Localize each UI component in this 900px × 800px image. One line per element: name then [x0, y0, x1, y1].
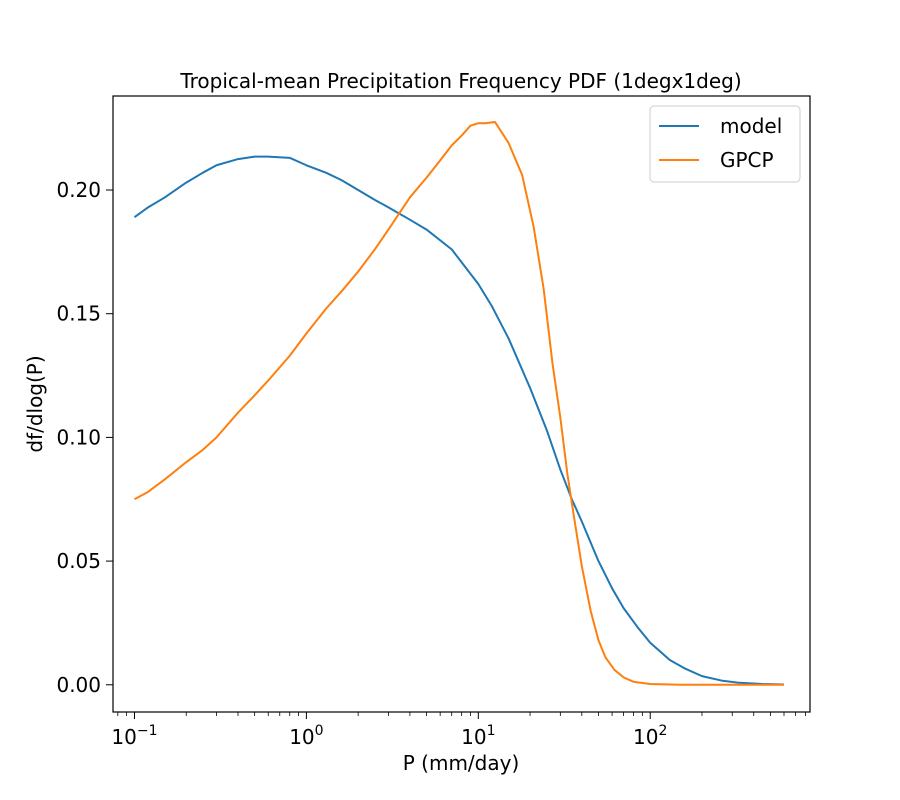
- y-tick-label: 0.05: [56, 549, 101, 573]
- legend: model GPCP: [649, 105, 801, 183]
- y-tick-label: 0.20: [56, 178, 101, 202]
- y-tick-label: 0.10: [56, 425, 101, 449]
- series-line-gpcp: [134, 120, 784, 686]
- y-axis-ticks: 0.00 0.05 0.10 0.15 0.20: [56, 178, 113, 697]
- series-layer: [133, 120, 785, 686]
- chart-title: Tropical-mean Precipitation Frequency PD…: [179, 69, 741, 93]
- y-axis-label: df/dlog(P): [23, 355, 47, 452]
- plot-area: 10−1 100 101 102 0.00 0.05 0.10 0.15 0.20: [56, 95, 811, 749]
- x-tick-label: 100: [289, 723, 323, 749]
- x-tick-label: 102: [633, 723, 667, 749]
- x-tick-label: 101: [461, 723, 495, 749]
- y-tick-label: 0.00: [56, 673, 101, 697]
- y-tick-label: 0.15: [56, 302, 101, 326]
- legend-label-gpcp: GPCP: [720, 148, 774, 172]
- x-axis-label: P (mm/day): [403, 751, 520, 775]
- series-line-model: [133, 155, 785, 686]
- x-tick-label: 10−1: [111, 723, 157, 749]
- legend-label-model: model: [720, 114, 782, 138]
- x-axis-ticks: 10−1 100 101 102: [111, 712, 806, 749]
